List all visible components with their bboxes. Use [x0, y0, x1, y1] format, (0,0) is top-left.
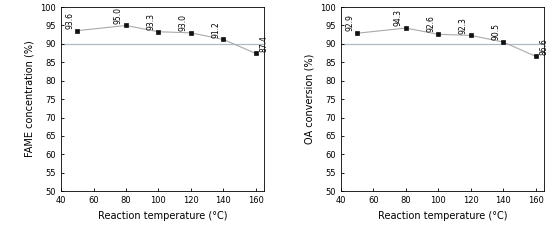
Text: 93.0: 93.0: [179, 14, 188, 31]
Text: 92.3: 92.3: [458, 17, 468, 34]
Text: 93.3: 93.3: [146, 13, 155, 30]
Text: 90.5: 90.5: [491, 23, 500, 40]
Text: 87.4: 87.4: [259, 35, 268, 52]
Text: 93.6: 93.6: [65, 12, 74, 29]
X-axis label: Reaction temperature (°C): Reaction temperature (°C): [378, 211, 507, 221]
Text: 91.2: 91.2: [211, 21, 220, 38]
Y-axis label: OA conversion (%): OA conversion (%): [305, 54, 315, 144]
Text: 92.9: 92.9: [345, 14, 354, 31]
Y-axis label: FAME concentration (%): FAME concentration (%): [25, 41, 35, 157]
Text: 94.3: 94.3: [393, 9, 403, 26]
Text: 86.6: 86.6: [539, 38, 548, 55]
Text: 95.0: 95.0: [114, 7, 123, 24]
X-axis label: Reaction temperature (°C): Reaction temperature (°C): [98, 211, 227, 221]
Text: 92.6: 92.6: [426, 16, 435, 33]
